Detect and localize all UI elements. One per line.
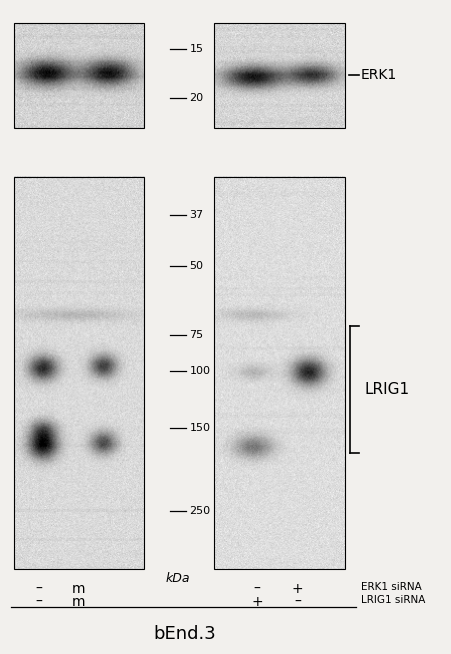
Bar <box>214 177 345 569</box>
Text: 250: 250 <box>189 506 211 517</box>
Text: –: – <box>35 582 42 596</box>
Text: ERK1 siRNA: ERK1 siRNA <box>361 582 422 592</box>
Text: 15: 15 <box>189 44 203 54</box>
Text: +: + <box>292 582 304 596</box>
Text: LRIG1 siRNA: LRIG1 siRNA <box>361 595 425 605</box>
Text: –: – <box>35 595 42 609</box>
Text: m: m <box>72 582 86 596</box>
Text: 75: 75 <box>189 330 203 340</box>
Text: bEnd.3: bEnd.3 <box>153 625 216 644</box>
Text: 100: 100 <box>189 366 211 377</box>
Text: ERK1: ERK1 <box>361 68 397 82</box>
Text: 20: 20 <box>189 94 203 103</box>
Text: 37: 37 <box>189 209 203 220</box>
Text: LRIG1: LRIG1 <box>365 382 410 397</box>
Text: kDa: kDa <box>166 572 190 585</box>
Bar <box>14 177 144 569</box>
Text: –: – <box>294 595 301 609</box>
Text: 150: 150 <box>189 423 211 434</box>
Bar <box>14 23 144 128</box>
Text: +: + <box>251 595 263 609</box>
Text: 50: 50 <box>189 261 203 271</box>
Bar <box>214 23 345 128</box>
Text: m: m <box>72 595 86 609</box>
Text: –: – <box>253 582 261 596</box>
